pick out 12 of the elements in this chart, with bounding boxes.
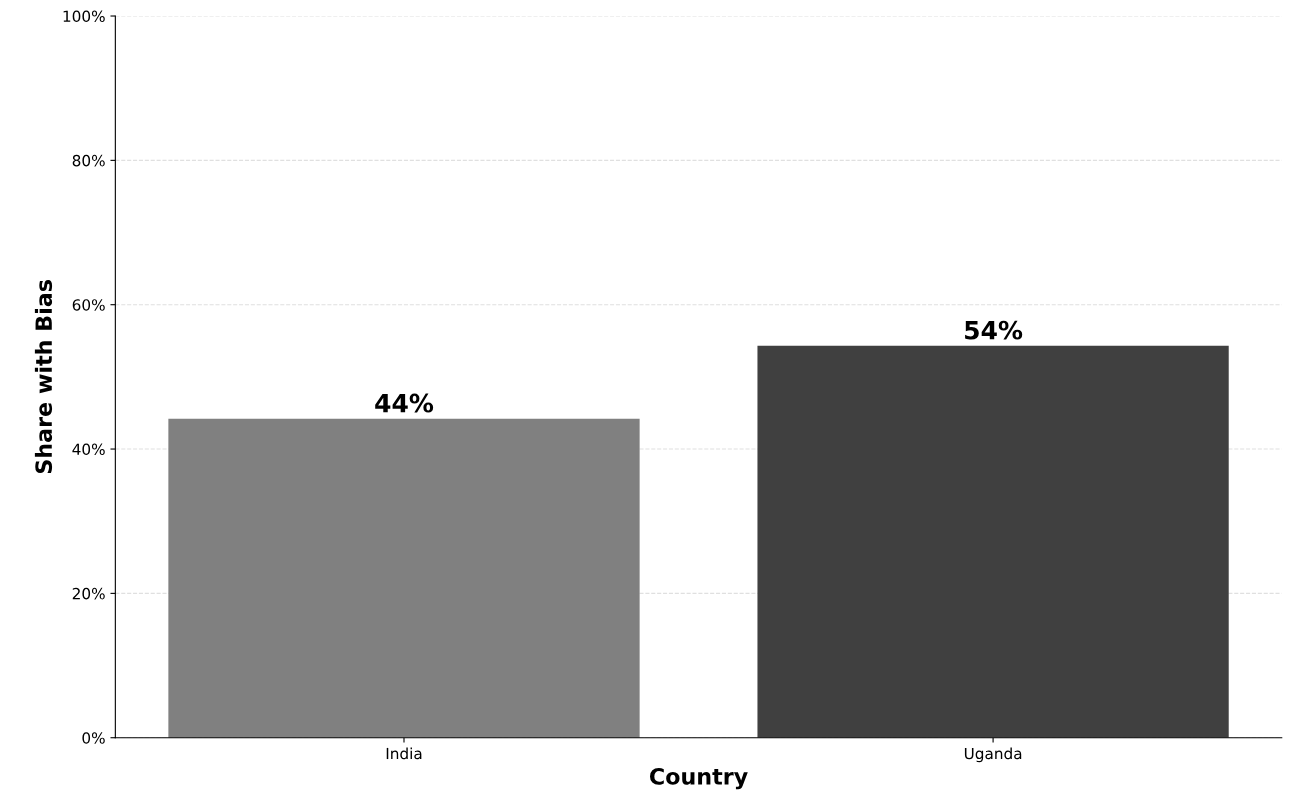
y-axis-title: Share with Bias xyxy=(34,280,53,474)
y-tick-label: 20% xyxy=(72,587,105,600)
y-tick-label: 0% xyxy=(82,732,105,744)
x-tick-label: Uganda xyxy=(964,747,1022,763)
y-tick-label: 40% xyxy=(72,443,105,456)
data-label: 54% xyxy=(965,320,1023,340)
data-label: 44% xyxy=(375,393,434,413)
x-tick-label: India xyxy=(386,747,422,760)
y-tick-label: 100% xyxy=(63,10,105,23)
y-tick-label: 60% xyxy=(72,299,105,311)
x-axis-title: Country xyxy=(650,768,748,790)
y-tick-label: 80% xyxy=(72,154,105,167)
